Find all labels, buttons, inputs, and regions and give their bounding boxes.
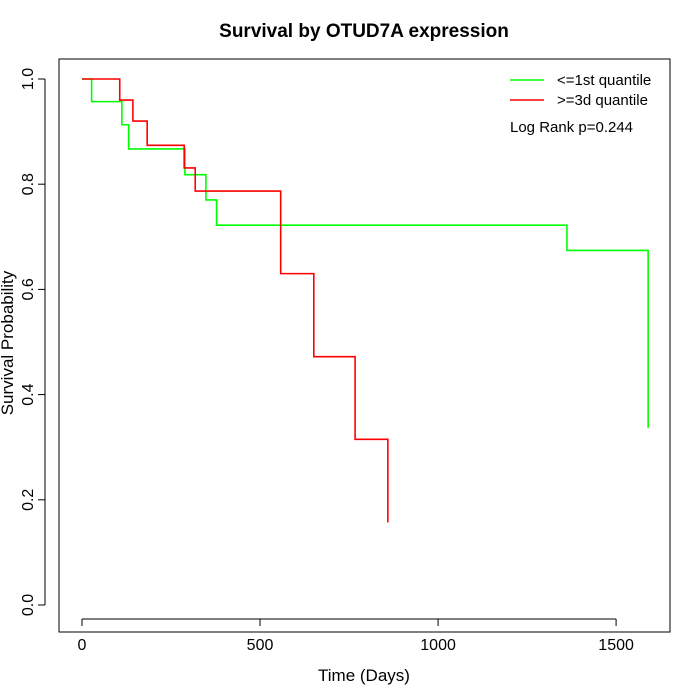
survival-curve-1: [82, 78, 649, 428]
chart-title: Survival by OTUD7A expression: [219, 21, 509, 42]
y-tick-label: 0.4: [20, 383, 37, 405]
legend-label: <=1st quantile: [557, 72, 651, 89]
x-axis: 0 500 1000 1500: [78, 618, 634, 654]
y-tick-label: 0.2: [20, 489, 37, 511]
x-axis-title: Time (Days): [318, 666, 410, 685]
y-tick-label: 1.0: [20, 68, 37, 90]
x-tick-label: 1500: [598, 637, 634, 654]
y-axis: 0.0 0.2 0.4 0.6 0.8 1.0: [20, 68, 46, 616]
x-tick-label: 500: [247, 637, 274, 654]
y-tick-label: 0.6: [20, 278, 37, 300]
legend: <=1st quantile >=3d quantile: [510, 72, 651, 109]
legend-label: >=3d quantile: [557, 92, 648, 109]
x-tick-label: 1000: [420, 637, 456, 654]
y-tick-label: 0.0: [20, 594, 37, 616]
series-layer: [82, 78, 649, 523]
plot-area-border: [58, 58, 671, 633]
x-tick-label: 0: [78, 637, 87, 654]
y-axis-title: Survival Probability: [0, 270, 17, 415]
y-tick-label: 0.8: [20, 173, 37, 195]
log-rank-annotation: Log Rank p=0.244: [510, 119, 633, 136]
survival-curve-2: [82, 78, 389, 523]
